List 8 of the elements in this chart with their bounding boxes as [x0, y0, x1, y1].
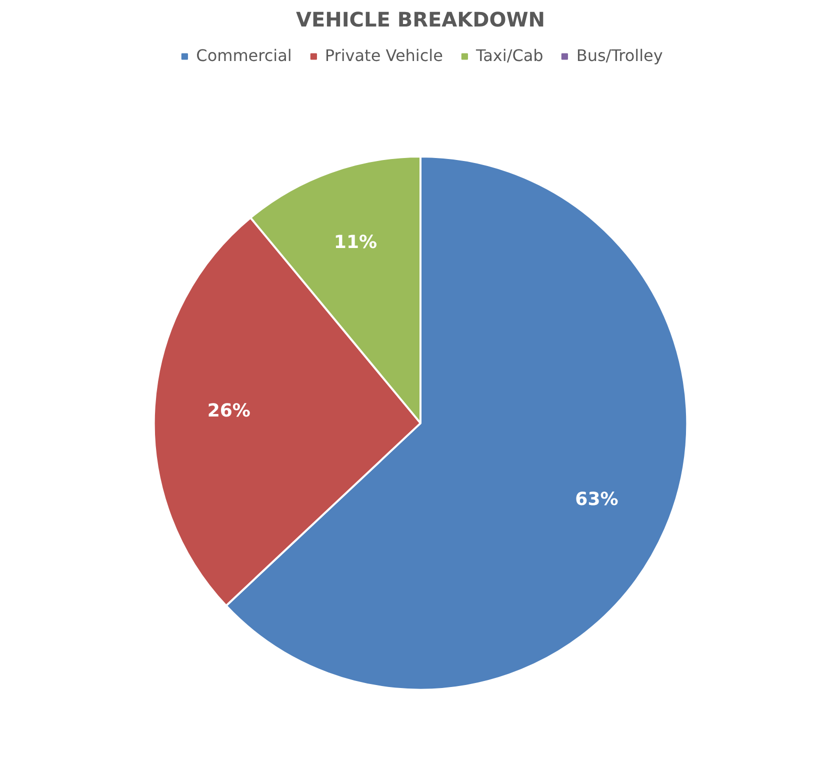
legend-label: Taxi/Cab — [476, 46, 544, 65]
legend-label: Private Vehicle — [324, 46, 443, 65]
data-label: 11% — [334, 232, 378, 254]
legend-label: Commercial — [196, 46, 292, 65]
chart-title: VEHICLE BREAKDOWN — [296, 8, 546, 32]
data-label: 26% — [207, 400, 250, 422]
data-label: 63% — [575, 488, 618, 510]
legend-label: Bus/Trolley — [576, 46, 663, 65]
